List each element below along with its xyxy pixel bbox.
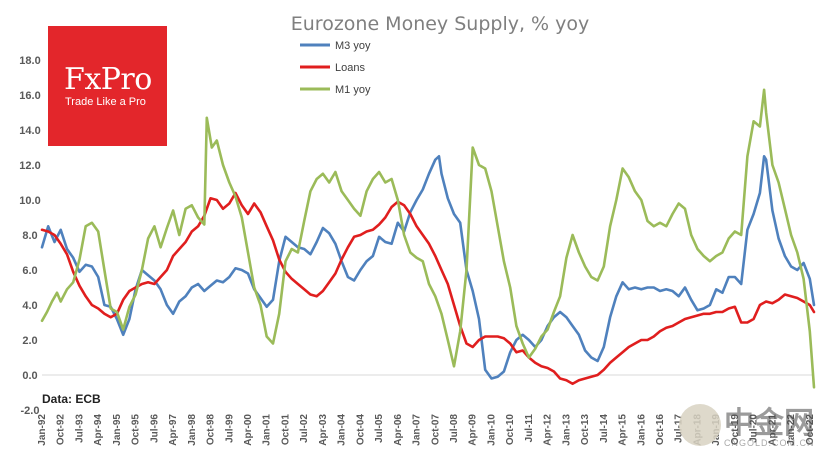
x-tick-label: Jan-22 — [786, 414, 797, 446]
source-note: Data: ECB — [42, 392, 101, 406]
y-tick-label: 0.0 — [22, 370, 37, 382]
legend-label: Loans — [335, 62, 365, 74]
x-tick-label: Apr-12 — [543, 414, 554, 446]
x-tick-label: Jul-93 — [74, 414, 85, 443]
x-tick-label: Oct-10 — [505, 414, 516, 446]
x-tick-label: Oct-07 — [430, 414, 441, 446]
watermark-glyphs: 中金网 — [724, 406, 814, 441]
x-tick-label: Jul-99 — [224, 414, 235, 443]
x-tick-label: Jan-10 — [486, 414, 497, 446]
fxpro-logo: FxPro Trade Like a Pro — [48, 26, 167, 146]
x-tick-label: Apr-21 — [767, 414, 778, 446]
x-tick-label: Jul-08 — [449, 414, 460, 443]
y-tick-label: 12.0 — [19, 160, 40, 172]
logo-name: FxPro — [64, 62, 152, 97]
x-tick-label: Jul-11 — [524, 414, 535, 443]
x-tick-label: Jul-02 — [299, 414, 310, 443]
y-tick-label: 18.0 — [19, 55, 40, 67]
legend: M3 yoy Loans M1 yoy — [300, 40, 371, 96]
y-tick-label: 10.0 — [19, 195, 40, 207]
x-tick-label: Oct-13 — [580, 414, 591, 446]
y-axis: 18.0 16.0 14.0 12.0 10.0 8.0 6.0 4.0 2.0 0.0 -2.0 — [19, 55, 40, 417]
x-tick-label: Apr-97 — [168, 414, 179, 446]
x-tick-label: Oct-01 — [280, 414, 291, 446]
x-tick-label: Jan-98 — [187, 414, 198, 446]
y-tick-label: 4.0 — [22, 300, 37, 312]
watermark: 中金网 CNGOLD.COM.CN — [676, 398, 826, 458]
x-tick-label: Jul-96 — [149, 414, 160, 443]
chart-title: Eurozone Money Supply, % yoy — [291, 13, 590, 35]
x-tick-label: Jan-92 — [37, 414, 48, 446]
watermark-coin-icon — [679, 404, 721, 446]
x-tick-label: Oct-22 — [805, 414, 816, 446]
series-lines — [40, 88, 816, 389]
x-tick-label: Apr-03 — [318, 414, 329, 446]
x-tick-label: Oct-16 — [655, 414, 666, 446]
x-tick-label: Jan-16 — [636, 414, 647, 446]
y-tick-label: 14.0 — [19, 125, 40, 137]
x-tick-label: Oct-92 — [56, 414, 67, 446]
x-tick-label: Jul-20 — [749, 414, 760, 443]
x-tick-label: Apr-94 — [93, 414, 104, 446]
x-axis: Jan-92 Oct-92 Jul-93 Apr-94 Jan-95 Oct-95 Jul-… — [37, 374, 816, 446]
x-tick-label: Apr-06 — [393, 414, 404, 446]
x-tick-label: Jan-07 — [412, 414, 423, 446]
x-tick-label: Oct-19 — [730, 414, 741, 446]
x-tick-label: Jul-14 — [599, 414, 610, 443]
x-tick-label: Oct-95 — [131, 414, 142, 446]
legend-label: M1 yoy — [335, 84, 371, 96]
watermark-url: CNGOLD.COM.CN — [724, 438, 815, 448]
x-tick-label: Jan-95 — [112, 414, 123, 446]
x-tick-label: Oct-98 — [206, 414, 217, 446]
x-tick-label: Jan-13 — [561, 414, 572, 446]
x-tick-label: Jan-04 — [337, 414, 348, 446]
series-line-m3-yoy — [40, 155, 816, 380]
series-line-m1-yoy — [40, 88, 816, 389]
series-line-loans — [40, 191, 816, 386]
y-tick-label: 8.0 — [22, 230, 37, 242]
logo-tagline: Trade Like a Pro — [65, 96, 146, 108]
x-tick-label: Apr-15 — [618, 414, 629, 446]
y-tick-label: 6.0 — [22, 265, 37, 277]
x-tick-label: Apr-09 — [468, 414, 479, 446]
x-tick-label: Oct-04 — [355, 414, 366, 446]
y-tick-label: -2.0 — [21, 405, 40, 417]
y-tick-label: 16.0 — [19, 90, 40, 102]
x-tick-label: Jan-01 — [262, 414, 273, 446]
x-tick-label: Apr-00 — [243, 414, 254, 446]
legend-label: M3 yoy — [335, 40, 371, 52]
y-tick-label: 2.0 — [22, 335, 37, 347]
x-tick-label: Jul-05 — [374, 414, 385, 443]
